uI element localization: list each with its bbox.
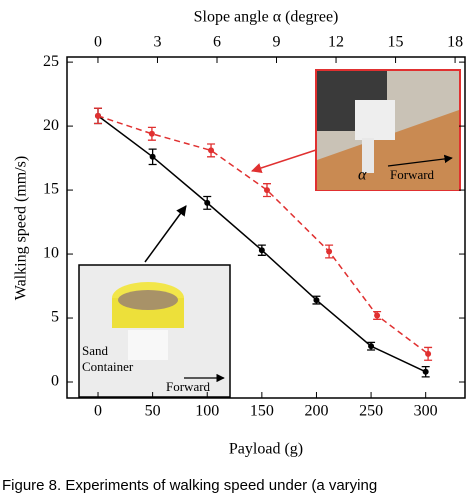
- inset-photo-slope: α Forward: [315, 69, 461, 191]
- caption: Figure 8. Experiments of walking speed u…: [2, 477, 377, 494]
- x2-tick-label: 12: [328, 34, 344, 51]
- x2-tick-label: 0: [94, 34, 102, 51]
- annotation: Container: [82, 359, 134, 374]
- x-tick-label: 50: [145, 403, 161, 420]
- plot-frame: [66, 56, 466, 399]
- data-point: [149, 153, 156, 160]
- data-point: [148, 130, 155, 137]
- data-point: [208, 147, 215, 154]
- data-point: [258, 247, 265, 254]
- x-tick-label: 100: [195, 403, 219, 420]
- data-point: [263, 187, 270, 194]
- y-tick-label: 15: [43, 181, 59, 198]
- data-point: [204, 199, 211, 206]
- y-axis-title: Walking speed (mm/s): [13, 156, 30, 300]
- x2-tick-label: 9: [273, 34, 281, 51]
- y-tick-label: 10: [43, 245, 59, 262]
- inset-arrow: [144, 205, 187, 263]
- x2-tick-label: 3: [153, 34, 161, 51]
- y-tick-label: 20: [43, 117, 59, 134]
- data-point: [374, 312, 381, 319]
- annotation: α: [358, 167, 367, 184]
- data-point: [368, 343, 375, 350]
- data-point: [425, 350, 432, 357]
- inset-photo-payload: Sand Container Forward: [78, 264, 231, 398]
- x2-axis-title: Slope angle α (degree): [194, 9, 339, 26]
- x-tick-label: 300: [414, 403, 438, 420]
- y-tick-label: 0: [51, 373, 59, 390]
- x-axis-title: Payload (g): [229, 441, 303, 458]
- x-tick-label: 250: [359, 403, 383, 420]
- x-tick-label: 200: [304, 403, 328, 420]
- x2-tick-label: 18: [447, 34, 463, 51]
- annotation: Forward: [390, 167, 435, 182]
- x2-tick-label: 6: [213, 34, 221, 51]
- inset-arrow: [251, 149, 317, 174]
- annotation: Sand: [82, 343, 109, 358]
- data-point: [326, 248, 333, 255]
- data-point: [422, 368, 429, 375]
- x2-tick-label: 15: [388, 34, 404, 51]
- y-tick-label: 5: [51, 309, 59, 326]
- x-tick-label: 150: [250, 403, 274, 420]
- x-tick-label: 0: [94, 403, 102, 420]
- data-point: [94, 112, 101, 119]
- data-point: [313, 297, 320, 304]
- y-tick-label: 25: [43, 53, 59, 70]
- annotation: Forward: [166, 379, 211, 394]
